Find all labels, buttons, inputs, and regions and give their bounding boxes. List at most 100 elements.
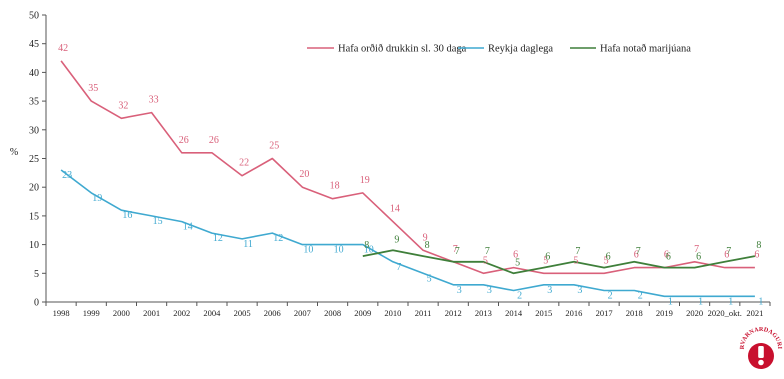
data-label: 33 (149, 95, 159, 106)
x-tick-label: 2017 (596, 308, 613, 318)
x-tick-label: 2010 (384, 308, 401, 318)
data-label: 7 (453, 244, 458, 255)
legend-label-2: Hafa notað marijúana (600, 44, 691, 55)
series-line-1 (60, 169, 755, 298)
data-label: 26 (209, 135, 219, 146)
data-label: 14 (183, 222, 193, 233)
x-tick-label: 2016 (565, 308, 582, 318)
data-label: 10 (303, 245, 313, 256)
x-tick-label: 2012 (445, 308, 462, 318)
y-tick-label: 15 (29, 211, 39, 222)
x-tick-label: 2004 (203, 308, 221, 318)
data-label: 14 (390, 204, 400, 215)
data-label: 12 (213, 233, 223, 244)
data-label: 3 (457, 285, 462, 296)
x-tick-label: 2019 (656, 308, 673, 318)
data-label: 5 (573, 255, 578, 266)
data-label: 25 (269, 141, 279, 152)
data-label: 10 (364, 245, 374, 256)
y-tick-label: 40 (29, 68, 39, 79)
legend-label-1: Reykja daglega (488, 44, 553, 55)
x-tick-label: 2015 (535, 308, 552, 318)
data-label: 2 (608, 291, 613, 302)
data-label: 6 (724, 250, 729, 261)
x-tick-label: 2020_okt. (708, 308, 742, 318)
data-label: 8 (756, 240, 761, 251)
data-label: 5 (604, 255, 609, 266)
y-tick-label: 25 (29, 154, 39, 165)
data-label: 1 (698, 296, 703, 307)
data-label: 8 (364, 240, 369, 251)
data-label: 6 (664, 250, 669, 261)
legend-label-0: Hafa orðið drukkin sl. 30 daga (338, 44, 467, 55)
data-label: 7 (694, 244, 699, 255)
data-label: 8 (425, 240, 430, 251)
y-axis-label: % (10, 147, 18, 158)
data-label: 23 (62, 170, 72, 181)
data-label: 18 (330, 181, 340, 192)
data-label: 3 (577, 285, 582, 296)
data-label: 11 (243, 239, 253, 250)
data-label: 7 (455, 246, 460, 257)
data-label: 12 (273, 233, 283, 244)
data-label: 5 (483, 255, 488, 266)
x-tick-label: 2020 (686, 308, 703, 318)
x-tick-label: 1999 (83, 308, 100, 318)
data-label: 3 (487, 285, 492, 296)
data-label: 9 (423, 232, 428, 243)
data-label: 16 (122, 210, 132, 221)
x-tick-label: 2002 (173, 308, 190, 318)
data-label: 35 (88, 83, 98, 94)
x-tick-label: 2005 (234, 308, 251, 318)
x-tick-label: 2021 (746, 308, 763, 318)
x-tick-label: 2001 (143, 308, 160, 318)
data-label: 2 (517, 291, 522, 302)
data-label: 6 (696, 252, 701, 263)
series-lines (60, 60, 756, 298)
data-label: 32 (118, 100, 128, 111)
data-label: 7 (575, 246, 580, 257)
data-label: 19 (92, 193, 102, 204)
x-tick-label: 2006 (264, 308, 281, 318)
data-label: 6 (634, 250, 639, 261)
data-label: 3 (547, 285, 552, 296)
x-tick-label: 2013 (475, 308, 492, 318)
series-line-2 (362, 249, 756, 275)
data-label: 1 (728, 296, 733, 307)
data-label: 6 (754, 250, 759, 261)
data-label: 1 (758, 296, 763, 307)
y-tick-label: 35 (29, 97, 39, 108)
y-tick-label: 20 (29, 183, 39, 194)
data-label: 26 (179, 135, 189, 146)
series-line-0 (60, 60, 755, 275)
y-tick-label: 5 (34, 269, 39, 280)
x-tick-label: 2008 (324, 308, 341, 318)
forvarnardagurinn-logo: FORVARNARDAGURINN (735, 313, 784, 374)
data-label: 19 (360, 175, 370, 186)
data-label: 22 (239, 158, 249, 169)
y-tick-label: 45 (29, 39, 39, 50)
legend: Hafa orðið drukkin sl. 30 daga Reykja dag… (307, 44, 691, 55)
data-label: 7 (396, 262, 401, 273)
x-tick-label: 2000 (113, 308, 130, 318)
data-label: 6 (545, 252, 550, 263)
data-label: 7 (485, 246, 490, 257)
x-tick-label: 1998 (53, 308, 70, 318)
data-label: 7 (726, 246, 731, 257)
data-label: 9 (394, 234, 399, 245)
data-label: 5 (543, 255, 548, 266)
data-label: 2 (638, 291, 643, 302)
data-label: 20 (299, 169, 309, 180)
data-label: 7 (636, 246, 641, 257)
data-label: 1 (668, 296, 673, 307)
data-label: 5 (515, 257, 520, 268)
data-label: 10 (334, 245, 344, 256)
data-label: 6 (666, 252, 671, 263)
y-tick-label: 0 (34, 298, 39, 309)
data-label: 6 (606, 252, 611, 263)
y-tick-label: 50 (29, 11, 39, 22)
